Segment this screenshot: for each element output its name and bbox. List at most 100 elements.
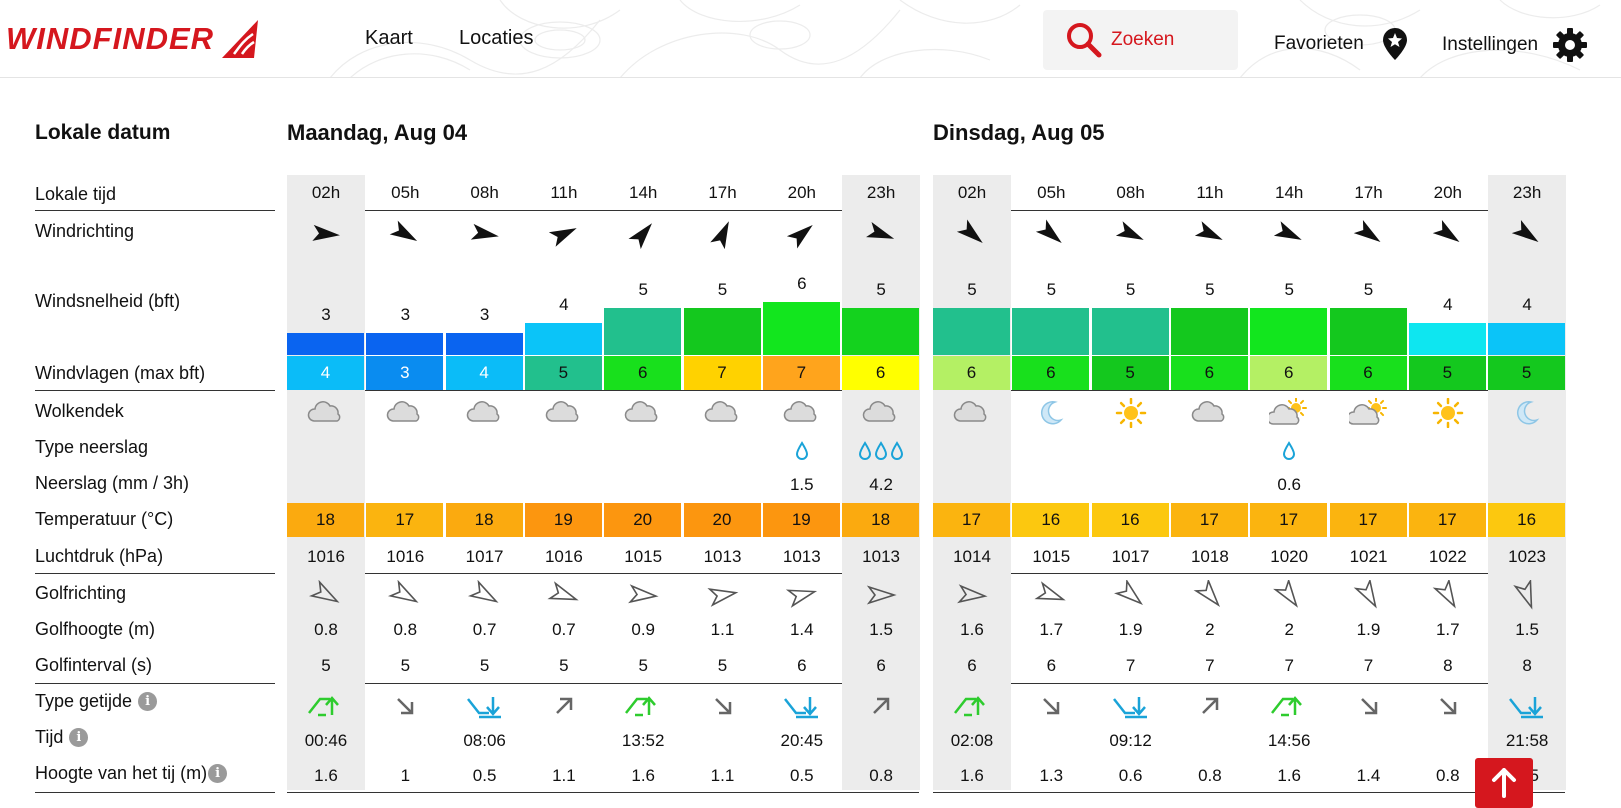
wave-height-value: 1.9 — [1356, 620, 1381, 639]
wave-direction-arrow-icon — [866, 585, 897, 605]
nav-locaties[interactable]: Locaties — [459, 27, 534, 49]
separator — [35, 390, 275, 391]
tide-height-value: 0.8 — [869, 766, 893, 785]
low-tide-icon — [1509, 697, 1544, 719]
map-contours-decoration — [330, 0, 1601, 77]
separator — [287, 792, 920, 793]
wave-period-value: 7 — [1205, 656, 1215, 675]
wind-speed-value: 3 — [321, 305, 331, 324]
sun-icon — [1115, 398, 1146, 428]
temperature-value: 20 — [604, 503, 682, 537]
hour-label: 23h — [1512, 183, 1542, 202]
wave-direction-cell — [933, 580, 1011, 610]
wind-speed-value: 5 — [1363, 280, 1374, 299]
precip-type-cell — [1250, 440, 1328, 462]
forecast-column: 02h 3 4 18 1016 0.8 5 00:46 1.6 — [287, 0, 365, 808]
label-clouds: Wolkendek — [35, 400, 124, 421]
forecast-column: 05h 3 3 17 1016 0.8 5 1 — [366, 0, 444, 808]
search-icon — [1067, 23, 1102, 58]
wind-speed-bar — [1012, 308, 1090, 355]
settings-button[interactable]: Instellingen — [1442, 27, 1588, 63]
sun-icon — [1432, 398, 1464, 428]
wave-direction-cell — [684, 580, 762, 610]
wave-period-value: 7 — [1363, 656, 1374, 675]
separator — [933, 390, 1566, 391]
wind-speed-bar — [762, 302, 840, 355]
cloud-cover-cell — [933, 398, 1011, 428]
wave-direction-arrow-icon — [308, 580, 340, 603]
rain-drop-icon — [1283, 441, 1296, 460]
wave-height-value: 1.7 — [1039, 620, 1064, 639]
cloud-cover-cell — [1488, 398, 1566, 428]
temperature-value: 18 — [445, 503, 523, 537]
wave-direction-cell — [446, 580, 524, 610]
info-icon[interactable]: i — [208, 763, 228, 783]
gust-value: 6 — [604, 356, 682, 390]
pressure-value: 1014 — [953, 547, 991, 566]
cloud-cover-cell — [1250, 398, 1328, 428]
scroll-to-top-button[interactable] — [1475, 758, 1533, 808]
tide-falling-icon — [1043, 698, 1060, 715]
tide-type-cell — [446, 693, 524, 719]
tide-falling-icon — [1360, 698, 1377, 715]
label-tide-height-text: Hoogte van het tij (m) — [35, 762, 208, 783]
search-button[interactable]: Zoeken — [1043, 10, 1238, 70]
wave-height-value: 0.7 — [552, 620, 576, 639]
hour-label: 05h — [391, 183, 420, 202]
wind-direction-arrow-icon — [1115, 221, 1144, 240]
wind-direction-arrow-icon — [1036, 219, 1063, 243]
low-tide-icon — [783, 697, 818, 719]
temperature-value: 19 — [762, 503, 840, 537]
nav-kaart[interactable]: Kaart — [365, 27, 413, 49]
tide-time-value: 02:08 — [950, 731, 994, 750]
wave-height-value: 1.6 — [960, 620, 984, 639]
wave-period-value: 5 — [638, 656, 648, 675]
wind-direction-cell — [1409, 219, 1487, 249]
pressure-value: 1020 — [1270, 547, 1309, 566]
gust-value: 6 — [842, 356, 920, 390]
windfinder-logo[interactable]: WINDFINDER — [6, 14, 260, 64]
label-wave-direction: Golfrichting — [35, 582, 127, 603]
gust-value: 6 — [1250, 356, 1328, 390]
info-icon[interactable]: i — [138, 691, 158, 711]
gust-value: 4 — [287, 356, 364, 390]
wave-direction-cell — [1171, 580, 1249, 610]
pressure-value: 1013 — [782, 547, 821, 566]
arrow-up-icon — [1492, 768, 1516, 798]
cloud-cover-cell — [1409, 398, 1487, 428]
tide-type-cell — [1488, 693, 1566, 719]
wave-direction-cell — [604, 580, 682, 610]
tide-falling-icon — [1439, 698, 1457, 715]
hour-label: 08h — [1116, 183, 1145, 202]
tide-time-value: 20:45 — [780, 731, 824, 750]
tide-type-cell — [604, 693, 682, 719]
label-tide-type: Type getijde i — [35, 690, 158, 712]
separator — [287, 683, 920, 684]
separator — [35, 683, 275, 684]
info-icon[interactable]: i — [69, 727, 89, 747]
wave-direction-cell — [842, 580, 920, 610]
forecast-column: 17h 5 7 20 1013 1.1 5 1.1 — [683, 0, 762, 808]
wave-direction-arrow-icon — [957, 584, 988, 604]
label-tide-type-text: Type getijde — [35, 690, 133, 711]
label-wind-direction: Windrichting — [35, 220, 135, 241]
hour-label: 11h — [1196, 183, 1224, 202]
pressure-value: 1018 — [1190, 547, 1229, 566]
wave-direction-cell — [1012, 580, 1090, 610]
cloud-icon — [307, 401, 341, 422]
hour-label: 23h — [866, 183, 896, 202]
cloud-icon — [466, 401, 499, 422]
tide-height-value: 1.3 — [1039, 766, 1064, 785]
label-temperature: Temperatuur (°C) — [35, 508, 174, 529]
cloud-icon — [783, 401, 817, 422]
cloud-cover-cell — [1092, 398, 1170, 428]
tide-height-value: 0.6 — [1118, 766, 1143, 785]
wind-speed-value: 4 — [559, 295, 569, 314]
temperature-value: 18 — [287, 503, 364, 537]
tide-type-cell — [1092, 693, 1170, 719]
precip-value: 4.2 — [869, 475, 893, 494]
night-shade — [1488, 175, 1567, 790]
wind-speed-bar — [366, 333, 444, 355]
favorites-button[interactable]: Favorieten — [1274, 27, 1410, 61]
precip-value: 1.5 — [789, 475, 814, 494]
